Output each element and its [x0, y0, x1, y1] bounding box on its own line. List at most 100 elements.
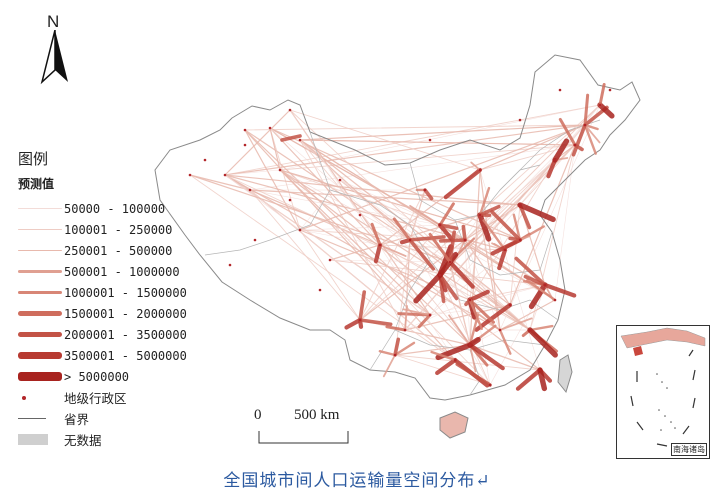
inset-map — [620, 327, 706, 447]
flow-class-swatch-icon — [18, 270, 62, 273]
flow-line — [393, 341, 416, 357]
flow-line — [438, 202, 455, 227]
flow-line — [464, 239, 511, 306]
city-point — [573, 143, 577, 147]
flow-line — [490, 237, 523, 256]
legend-class-row: 2000001 - 3500000 — [18, 324, 228, 345]
flow-line — [299, 229, 381, 246]
city-point — [428, 313, 432, 317]
city-point — [298, 138, 302, 142]
flow-line — [469, 344, 477, 373]
flow-line — [468, 298, 483, 331]
city-point — [338, 178, 342, 182]
flow-line — [499, 299, 556, 331]
flow-line — [404, 305, 408, 331]
hainan-island — [439, 411, 469, 439]
flow-line — [394, 344, 471, 356]
flow-line — [358, 318, 393, 327]
legend-class-label: 100001 - 250000 — [64, 222, 173, 237]
flow-line — [429, 284, 546, 316]
flow-line — [469, 284, 546, 301]
city-point — [438, 273, 442, 277]
flow-line — [409, 204, 441, 226]
city-point — [318, 288, 322, 292]
flow-line — [382, 354, 396, 378]
city-point — [498, 328, 502, 332]
flow-line — [542, 282, 577, 298]
flow-line — [224, 174, 521, 206]
city-point — [488, 383, 492, 387]
legend: 图例 预测值 50000 - 100000 100001 - 250000 2500… — [18, 148, 228, 450]
north-label: N — [47, 12, 60, 31]
city-point — [203, 158, 207, 162]
flow-line — [523, 274, 547, 287]
flow-line — [378, 349, 397, 357]
legend-title: 图例 — [18, 150, 49, 168]
city-point — [583, 123, 587, 127]
flow-line — [514, 256, 547, 287]
city-points — [188, 88, 612, 387]
legend-class-label: > 5000000 — [64, 369, 130, 384]
scale-line-icon — [258, 431, 349, 444]
legend-nodata-row: 无数据 — [18, 429, 228, 450]
legend-class-row: 500001 - 1000000 — [18, 261, 228, 282]
flow-line — [244, 129, 471, 346]
flow-class-swatch-icon — [18, 352, 62, 359]
flow-line — [552, 138, 570, 163]
flow-line — [461, 224, 467, 242]
flow-line — [299, 139, 576, 146]
flow-line — [394, 239, 411, 356]
legend-class-label: 2000001 - 3500000 — [64, 327, 187, 342]
city-point — [423, 188, 427, 192]
flow-line — [299, 139, 556, 301]
flow-class-swatch-icon — [18, 290, 62, 295]
legend-class-row: 1000001 - 1500000 — [18, 282, 228, 303]
flow-line — [447, 259, 475, 289]
city-point — [468, 298, 472, 302]
flow-line — [437, 244, 454, 278]
flow-line — [249, 189, 381, 246]
flow-line — [464, 239, 471, 346]
legend-city-row: 地级行政区 — [18, 387, 228, 408]
flow-line — [249, 144, 576, 191]
flow-line — [224, 174, 501, 331]
scale-start: 0 — [254, 407, 262, 423]
flow-line — [477, 212, 492, 242]
flow-line — [413, 272, 443, 304]
flow-line — [468, 314, 480, 347]
flow-line — [583, 93, 590, 127]
flow-class-swatch-icon — [18, 208, 62, 209]
city-point — [448, 260, 452, 264]
flow-line — [339, 179, 511, 306]
flow-line — [430, 350, 457, 362]
city-point — [598, 103, 602, 107]
city-point — [268, 126, 272, 130]
flow-line — [299, 229, 361, 321]
flow-line — [546, 157, 558, 179]
flow-class-swatch-icon — [18, 331, 62, 338]
flow-line — [528, 324, 554, 332]
city-point — [503, 248, 507, 252]
scale-end: 500 km — [294, 407, 340, 423]
flow-class-swatch-icon — [18, 372, 62, 381]
flow-line — [402, 308, 431, 316]
city-point — [403, 328, 407, 332]
flow-line — [224, 109, 291, 176]
city-dot-icon — [22, 395, 26, 400]
city-point — [518, 118, 522, 122]
city-point — [463, 238, 467, 242]
flow-line — [464, 159, 556, 241]
city-point — [188, 173, 192, 177]
flow-line — [370, 222, 382, 247]
flow-line — [289, 109, 481, 171]
flow-line — [467, 289, 490, 303]
taiwan-island — [557, 354, 573, 394]
flow-class-swatch-icon — [18, 228, 62, 231]
flow-line — [379, 244, 407, 257]
scale-bar: 0 500 km — [252, 407, 352, 447]
flow-line — [224, 124, 586, 176]
city-point — [453, 358, 457, 362]
flow-line — [189, 174, 451, 263]
flow-line — [558, 117, 577, 147]
